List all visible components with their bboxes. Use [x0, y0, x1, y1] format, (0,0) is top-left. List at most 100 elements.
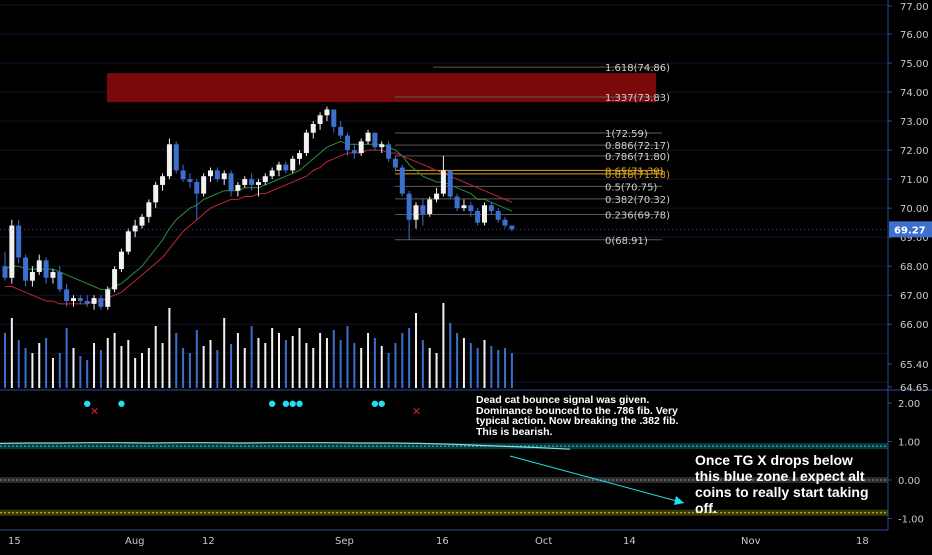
candle-body [23, 257, 29, 281]
candle-body [434, 193, 440, 200]
volume-bar [325, 338, 328, 388]
volume-bar [264, 343, 267, 388]
volume-bar [154, 326, 157, 388]
candle-body [420, 205, 426, 214]
volume-bar [175, 333, 178, 388]
candle-body [71, 298, 76, 302]
candle-body [132, 225, 138, 232]
volume-bar [278, 333, 280, 388]
volume-bar [339, 340, 342, 388]
candle-body [214, 170, 220, 180]
candle-body [290, 158, 296, 171]
time-tick-label: Aug [125, 536, 145, 547]
signal-dot [296, 400, 303, 407]
candle-body [365, 132, 371, 142]
volume-bar [99, 350, 102, 388]
candle-body [317, 115, 323, 124]
candle-body [64, 289, 70, 302]
candle-body [98, 298, 104, 307]
volume-bar [51, 358, 54, 388]
volume-bar [188, 353, 191, 388]
volume-bar [353, 343, 356, 388]
candle-body [488, 205, 494, 212]
fib-label: 1.618(74.86) [605, 63, 670, 74]
volume-bar [456, 333, 459, 388]
volume-bar [86, 360, 89, 388]
forecast-arrow [509, 455, 685, 504]
volume-bar [202, 346, 205, 388]
volume-bar [24, 348, 27, 388]
candle-body [255, 182, 261, 185]
volume-bar [298, 328, 301, 388]
volume-bar [476, 348, 479, 388]
volume-bar [243, 348, 246, 388]
time-tick-label: 15 [8, 536, 21, 547]
price-tick-label: 73.00 [900, 117, 929, 128]
candle-body [509, 225, 515, 230]
candle-body [235, 184, 241, 191]
time-tick-label: Sep [335, 536, 354, 547]
price-tick-label: 72.00 [900, 146, 929, 157]
last-price-badge [889, 221, 932, 238]
volume-bar [230, 344, 233, 388]
candle-body [180, 170, 186, 180]
signal-dot [118, 400, 125, 407]
candle-body [269, 170, 275, 177]
candle-body [427, 199, 433, 214]
volume-bar [93, 343, 96, 388]
volume-bar [65, 328, 68, 388]
signal-dot [289, 400, 296, 407]
volume-bar [209, 340, 212, 388]
volume-bar [319, 333, 322, 388]
volume-bar [223, 318, 226, 388]
candle-body [454, 196, 460, 209]
fib-label: 0.65(71.30) [605, 166, 664, 177]
candle-body [324, 109, 330, 116]
volume-bar [38, 343, 41, 388]
volume-bar [79, 356, 82, 388]
signal-x-mark: × [412, 405, 421, 418]
fib-label: 0.236(69.78) [605, 211, 670, 222]
price-tick-label: 74.00 [900, 88, 929, 99]
indicator-pane: × × [0, 389, 932, 516]
candle-body [345, 135, 350, 151]
candle-body [447, 170, 453, 197]
signal-dot [84, 400, 91, 407]
last-price-label: 69.27 [894, 225, 926, 236]
volume-bar [449, 323, 452, 388]
volume-bar [127, 340, 130, 388]
volume-bar [332, 330, 335, 388]
volume-bar [58, 353, 61, 388]
volume-bar [45, 338, 48, 388]
candle-body [57, 271, 63, 290]
volume-bar [373, 338, 376, 388]
candle-body [36, 260, 42, 272]
supply-zone-rect [107, 73, 656, 103]
candle-body [475, 211, 481, 223]
candle-body [221, 173, 227, 180]
volume-bar [147, 348, 150, 388]
volume-bar [257, 338, 260, 388]
candle-body [372, 132, 378, 148]
volume-bar [168, 308, 171, 388]
candle-body [208, 170, 213, 177]
indicator-tick-label: 2.00 [898, 399, 920, 410]
volume-bar [305, 343, 308, 388]
volume-bar [367, 333, 370, 388]
volume-bar [504, 348, 507, 388]
indicator-tick-label: 0.00 [898, 476, 920, 487]
candle-body [84, 301, 90, 304]
candle-body [153, 184, 159, 203]
candle-body [160, 176, 166, 185]
indicator-tick-label: 1.00 [898, 438, 920, 449]
candle-body [77, 298, 83, 302]
candle-body [303, 132, 309, 154]
volume-bar [442, 303, 445, 388]
candle-body [187, 179, 193, 183]
price-tick-label: 76.00 [900, 30, 929, 41]
candle-body [297, 153, 303, 159]
forecast-arrowhead [674, 496, 684, 505]
volume-bar [312, 348, 315, 388]
